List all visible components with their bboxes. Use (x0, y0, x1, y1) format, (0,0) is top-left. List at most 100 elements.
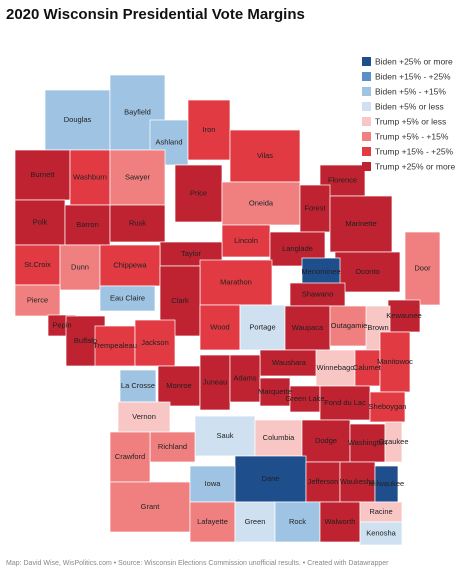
county-label: Green Lake (285, 394, 324, 403)
county-label: Outagamie (331, 321, 368, 330)
county-label: Rusk (129, 218, 146, 227)
county-label: Wood (210, 322, 229, 331)
county (339, 461, 376, 503)
county-label: Washington (348, 438, 387, 447)
legend-swatch (362, 147, 371, 156)
county-label: Pepin (52, 320, 71, 329)
county (199, 304, 241, 351)
county-label: Kewaunee (386, 311, 421, 320)
legend-swatch (362, 102, 371, 111)
county-label: Crawford (115, 452, 145, 461)
legend-swatch (362, 57, 371, 66)
county (369, 391, 406, 423)
county (301, 257, 341, 287)
county (349, 423, 386, 463)
county-label: Price (190, 188, 207, 197)
county-label: Clark (171, 296, 189, 305)
county-label: Ozaukee (378, 437, 408, 446)
county (44, 89, 111, 151)
title: 2020 Wisconsin Presidential Vote Margins (6, 6, 305, 23)
county-label: Pierce (27, 295, 48, 304)
legend-label: Biden +5% or less (375, 101, 444, 111)
county-label: Sheboygan (369, 402, 407, 411)
county-label: Jefferson (308, 477, 339, 486)
county-label: Langlade (282, 244, 313, 253)
county (59, 244, 101, 291)
county (199, 354, 231, 411)
county-label: Florence (328, 175, 357, 184)
county (234, 455, 307, 503)
county-label: Calumet (353, 363, 382, 372)
county-label: Walworth (325, 517, 356, 526)
county-label: Burnett (30, 170, 55, 179)
county (69, 149, 111, 206)
legend-swatch (362, 87, 371, 96)
county-label: Forest (304, 203, 326, 212)
county-label: Waushara (272, 358, 307, 367)
counties (14, 74, 441, 546)
county (284, 305, 331, 351)
county-label: La Crosse (121, 381, 155, 390)
county (99, 244, 161, 287)
county-label: Lafayette (197, 517, 228, 526)
county (229, 354, 261, 403)
county-label: Ashland (155, 137, 182, 146)
county-label: Marinette (345, 219, 376, 228)
county (199, 259, 273, 306)
county-label: Green (245, 517, 266, 526)
county (134, 319, 176, 367)
legend-swatch (362, 162, 371, 171)
county-label: Buffalo (74, 336, 97, 345)
county-label: Vernon (132, 412, 156, 421)
county-label: Adams (233, 373, 257, 382)
county (274, 501, 321, 543)
county (14, 149, 71, 201)
county (109, 431, 151, 483)
county (14, 199, 66, 246)
county-label: Washburn (73, 172, 107, 181)
county-label: Kenosha (366, 528, 396, 537)
county (94, 325, 136, 367)
county (14, 284, 61, 317)
county-label: Shawano (302, 289, 333, 298)
county-label: Oconto (355, 267, 379, 276)
county (305, 461, 341, 503)
county (109, 481, 191, 533)
county-label: Chippewa (113, 260, 147, 269)
county (221, 224, 271, 258)
legend-label: Biden +15% - +25% (375, 71, 451, 81)
county-label: Vilas (257, 151, 273, 160)
county (189, 465, 236, 503)
legend-swatch (362, 117, 371, 126)
county (109, 204, 166, 243)
county (234, 501, 276, 543)
county-label: Sauk (216, 431, 233, 440)
county (187, 99, 231, 161)
county-label: Grant (141, 502, 161, 511)
county (254, 419, 303, 457)
county (149, 431, 196, 463)
county (64, 204, 111, 246)
county (259, 377, 291, 407)
county-label: Rock (289, 517, 306, 526)
county-label: Dunn (71, 262, 89, 271)
county-label: Monroe (166, 381, 191, 390)
county-label: Sawyer (125, 172, 151, 181)
legend-label: Trump +15% - +25% (375, 146, 454, 156)
county (387, 299, 421, 333)
county (109, 149, 166, 206)
county (404, 231, 441, 306)
county (384, 421, 403, 463)
county-label: Juneau (203, 377, 228, 386)
legend-label: Trump +25% or more (375, 161, 455, 171)
county-label: Marathon (220, 277, 252, 286)
county-label: Fond du Lac (324, 398, 366, 407)
county-label: Manitowoc (377, 357, 413, 366)
county-label: Richland (158, 442, 187, 451)
county (239, 304, 286, 351)
county-label: Trempealeau (93, 341, 137, 350)
county-label: Racine (369, 507, 392, 516)
county-label: Polk (33, 217, 48, 226)
county-label: Portage (249, 322, 275, 331)
county-label: Brown (367, 323, 388, 332)
